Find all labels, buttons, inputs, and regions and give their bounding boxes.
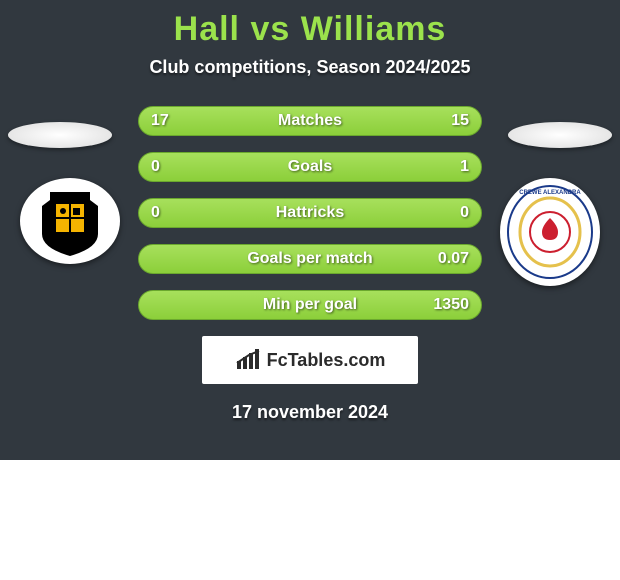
stat-label: Goals [139, 153, 481, 183]
stat-right-value: 1 [460, 153, 469, 183]
stat-right-value: 15 [451, 107, 469, 137]
page-title: Hall vs Williams [0, 0, 620, 49]
stat-right-value: 0 [460, 199, 469, 229]
stat-row: Min per goal 1350 [138, 290, 482, 320]
stat-right-value: 0.07 [438, 245, 469, 275]
stat-row: 0 Goals 1 [138, 152, 482, 182]
stat-row: 0 Hattricks 0 [138, 198, 482, 228]
player-left-avatar [8, 122, 112, 148]
stat-label: Min per goal [139, 291, 481, 321]
club-crest-left [20, 178, 120, 264]
branding-box: FcTables.com [202, 336, 418, 384]
player-right-avatar [508, 122, 612, 148]
branding-text: FcTables.com [267, 350, 386, 371]
page-subtitle: Club competitions, Season 2024/2025 [0, 57, 620, 78]
stat-label: Goals per match [139, 245, 481, 275]
comparison-card: Hall vs Williams Club competitions, Seas… [0, 0, 620, 460]
stat-label: Hattricks [139, 199, 481, 229]
stat-row: 17 Matches 15 [138, 106, 482, 136]
shield-icon: CREWE ALEXANDRA [500, 178, 600, 286]
bar-chart-icon [235, 349, 261, 371]
stat-label: Matches [139, 107, 481, 137]
svg-text:CREWE ALEXANDRA: CREWE ALEXANDRA [519, 190, 581, 196]
date-text: 17 november 2024 [0, 402, 620, 423]
shield-icon [20, 178, 120, 264]
stat-row: Goals per match 0.07 [138, 244, 482, 274]
club-crest-right: CREWE ALEXANDRA [500, 178, 600, 286]
stat-right-value: 1350 [433, 291, 469, 321]
